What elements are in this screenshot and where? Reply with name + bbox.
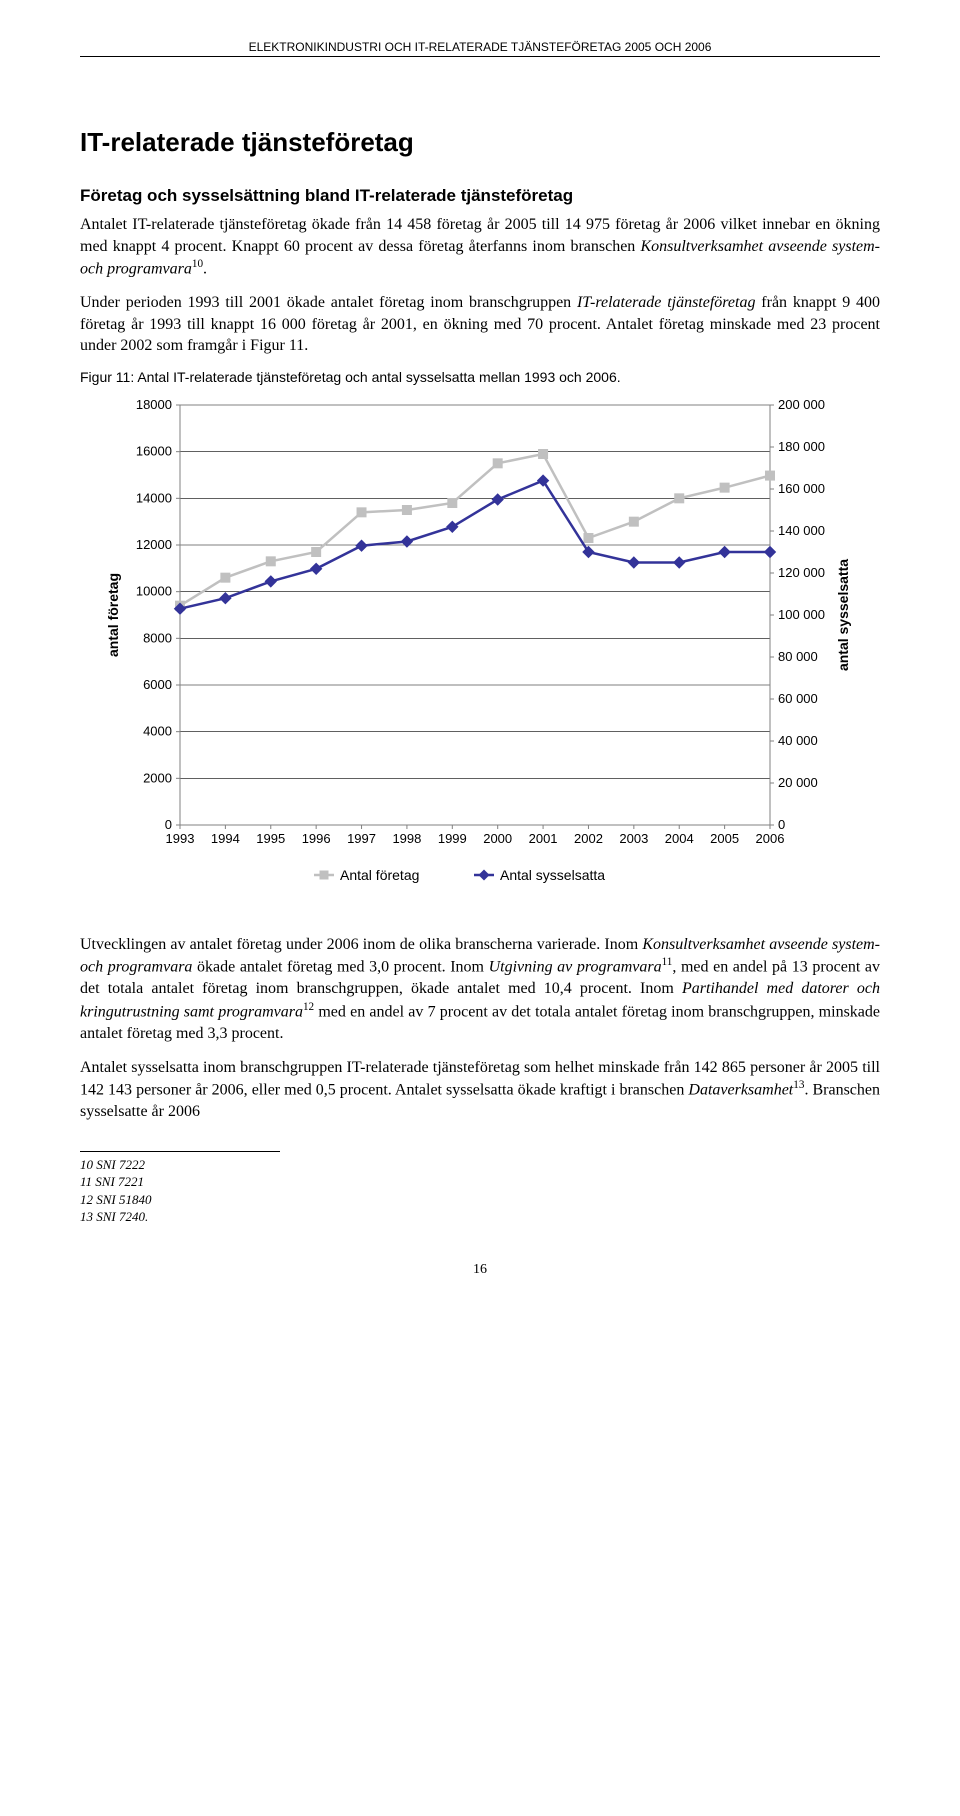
footnote-rule (80, 1151, 280, 1152)
svg-text:180 000: 180 000 (778, 439, 825, 454)
svg-text:120 000: 120 000 (778, 565, 825, 580)
figure-caption: Figur 11: Antal IT-relaterade tjänsteför… (80, 369, 880, 385)
svg-text:40 000: 40 000 (778, 733, 818, 748)
svg-text:1993: 1993 (166, 831, 195, 846)
figure-11-chart: 0 2000 4000 6000 8000 10000 12000 14000 16000 180… (100, 391, 860, 916)
svg-text:8000: 8000 (143, 630, 172, 645)
paragraph-3: Utvecklingen av antalet företag under 20… (80, 934, 880, 1045)
svg-text:10000: 10000 (136, 584, 172, 599)
paragraph-1: Antalet IT-relaterade tjänsteföretag öka… (80, 214, 880, 280)
header-rule (80, 56, 880, 57)
running-header: ELEKTRONIKINDUSTRI OCH IT-RELATERADE TJÄ… (80, 40, 880, 54)
footnote-12: 12 SNI 51840 (80, 1191, 880, 1209)
svg-text:2002: 2002 (574, 831, 603, 846)
svg-text:1995: 1995 (256, 831, 285, 846)
svg-text:12000: 12000 (136, 537, 172, 552)
svg-text:140 000: 140 000 (778, 523, 825, 538)
svg-text:Antal sysselsatta: Antal sysselsatta (500, 867, 605, 883)
svg-text:2000: 2000 (143, 770, 172, 785)
svg-text:14000: 14000 (136, 490, 172, 505)
svg-text:2006: 2006 (756, 831, 785, 846)
svg-text:antal sysselsatta: antal sysselsatta (835, 559, 851, 671)
svg-text:1998: 1998 (392, 831, 421, 846)
svg-text:1994: 1994 (211, 831, 240, 846)
svg-text:0: 0 (778, 817, 785, 832)
svg-text:6000: 6000 (143, 677, 172, 692)
svg-text:2000: 2000 (483, 831, 512, 846)
svg-text:2004: 2004 (665, 831, 694, 846)
footnote-10: 10 SNI 7222 (80, 1156, 880, 1174)
svg-text:160 000: 160 000 (778, 481, 825, 496)
svg-text:0: 0 (165, 817, 172, 832)
svg-text:80 000: 80 000 (778, 649, 818, 664)
svg-text:18000: 18000 (136, 397, 172, 412)
footnote-13: 13 SNI 7240. (80, 1208, 880, 1226)
svg-text:60 000: 60 000 (778, 691, 818, 706)
svg-text:4000: 4000 (143, 724, 172, 739)
svg-text:2005: 2005 (710, 831, 739, 846)
svg-text:200 000: 200 000 (778, 397, 825, 412)
svg-text:2001: 2001 (529, 831, 558, 846)
section-title: IT-relaterade tjänsteföretag (80, 127, 880, 158)
svg-text:2003: 2003 (619, 831, 648, 846)
svg-text:1996: 1996 (302, 831, 331, 846)
subsection-title: Företag och sysselsättning bland IT-rela… (80, 186, 880, 206)
footnote-11: 11 SNI 7221 (80, 1173, 880, 1191)
svg-text:16000: 16000 (136, 444, 172, 459)
svg-text:100 000: 100 000 (778, 607, 825, 622)
svg-text:1999: 1999 (438, 831, 467, 846)
page-number: 16 (80, 1262, 880, 1278)
paragraph-4: Antalet sysselsatta inom branschgruppen … (80, 1057, 880, 1123)
paragraph-2: Under perioden 1993 till 2001 ökade anta… (80, 292, 880, 357)
chart-svg: 0 2000 4000 6000 8000 10000 12000 14000 16000 180… (100, 391, 860, 911)
svg-text:antal företag: antal företag (105, 573, 121, 657)
svg-text:1997: 1997 (347, 831, 376, 846)
svg-text:Antal företag: Antal företag (340, 867, 419, 883)
svg-text:20 000: 20 000 (778, 775, 818, 790)
